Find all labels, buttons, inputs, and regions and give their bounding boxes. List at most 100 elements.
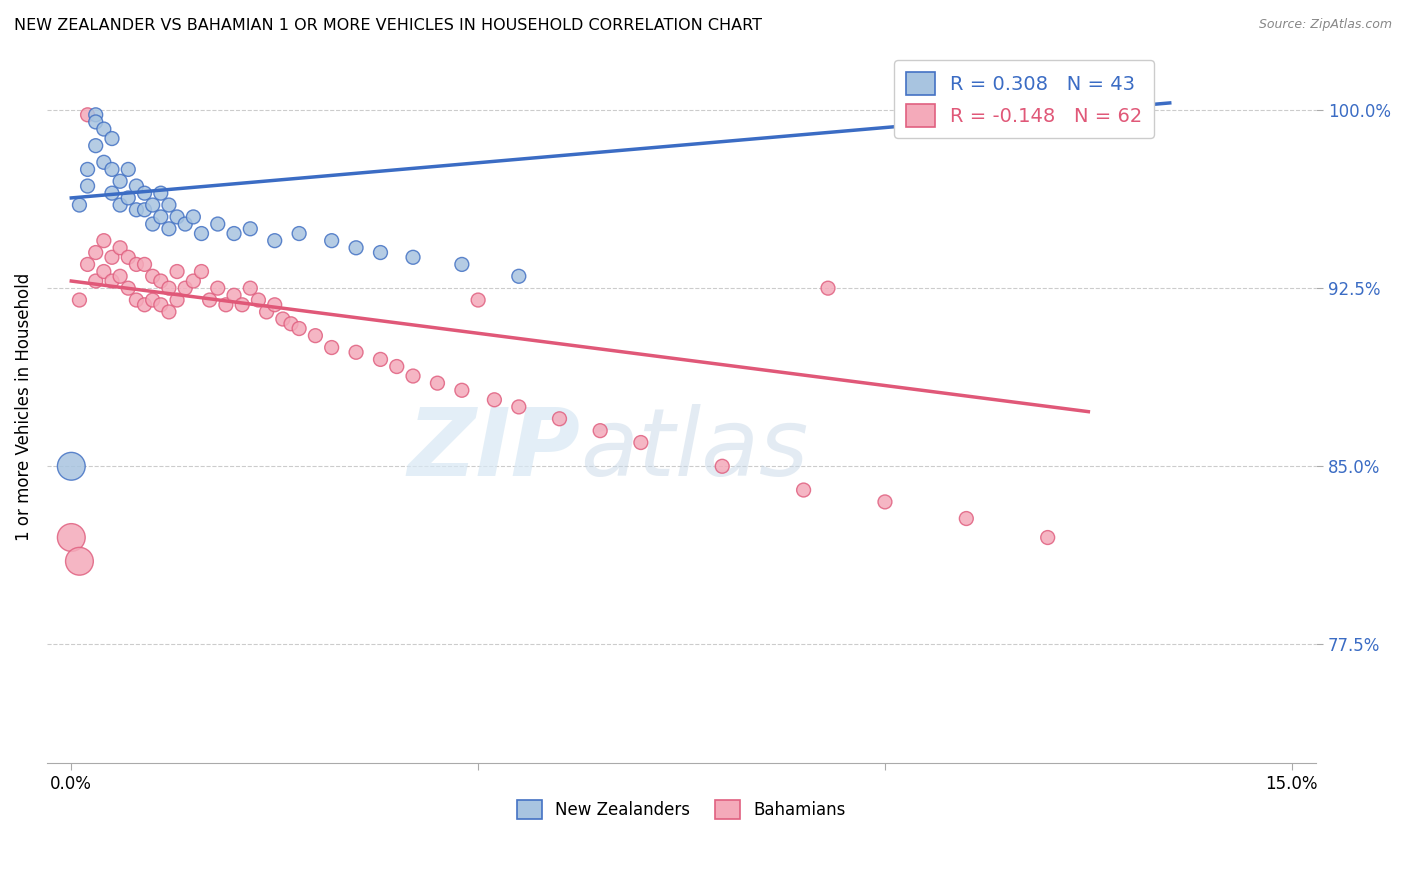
Point [108,174,131,188]
Point [84,115,107,129]
Point [157,281,180,295]
Point [207,281,229,295]
Point [174,281,197,295]
Point [67,198,90,212]
Point [174,217,197,231]
Point [1118,108,1140,122]
Point [134,257,156,271]
Point [711,459,734,474]
Point [125,293,148,307]
Point [467,293,489,307]
Text: atlas: atlas [581,404,808,495]
Point [166,264,188,278]
Point [101,274,124,288]
Point [142,293,165,307]
Point [271,312,294,326]
Point [93,264,115,278]
Point [76,257,98,271]
Point [402,250,425,264]
Point [222,288,245,302]
Point [183,210,205,224]
Point [60,531,83,545]
Point [370,245,392,260]
Point [288,227,311,241]
Point [321,341,343,355]
Y-axis label: 1 or more Vehicles in Household: 1 or more Vehicles in Household [15,273,32,541]
Point [450,257,472,271]
Point [149,210,172,224]
Point [288,321,311,335]
Point [117,191,139,205]
Point [247,293,270,307]
Point [101,131,124,145]
Point [117,162,139,177]
Point [873,495,896,509]
Point [344,241,367,255]
Point [304,328,326,343]
Point [231,298,253,312]
Text: NEW ZEALANDER VS BAHAMIAN 1 OR MORE VEHICLES IN HOUSEHOLD CORRELATION CHART: NEW ZEALANDER VS BAHAMIAN 1 OR MORE VEHI… [14,18,762,33]
Point [508,269,530,284]
Point [134,202,156,217]
Point [93,122,115,136]
Point [108,198,131,212]
Point [589,424,612,438]
Point [222,227,245,241]
Point [142,198,165,212]
Point [630,435,652,450]
Point [93,155,115,169]
Point [76,162,98,177]
Point [125,179,148,194]
Point [198,293,221,307]
Point [149,274,172,288]
Text: Source: ZipAtlas.com: Source: ZipAtlas.com [1258,18,1392,31]
Point [190,264,212,278]
Point [385,359,408,374]
Point [344,345,367,359]
Point [134,186,156,201]
Point [793,483,815,497]
Point [125,202,148,217]
Point [157,305,180,319]
Point [426,376,449,391]
Point [93,234,115,248]
Point [149,298,172,312]
Point [215,298,238,312]
Point [1036,531,1059,545]
Point [183,274,205,288]
Point [142,269,165,284]
Point [67,554,90,568]
Point [76,179,98,194]
Legend: New Zealanders, Bahamians: New Zealanders, Bahamians [510,794,852,826]
Point [84,108,107,122]
Point [207,217,229,231]
Point [955,511,977,525]
Point [101,250,124,264]
Point [548,411,571,425]
Point [134,298,156,312]
Point [402,369,425,384]
Point [263,234,285,248]
Point [484,392,506,407]
Point [125,257,148,271]
Point [60,459,83,474]
Point [76,108,98,122]
Point [117,250,139,264]
Point [508,400,530,414]
Point [84,138,107,153]
Point [157,198,180,212]
Point [108,269,131,284]
Point [149,186,172,201]
Point [166,210,188,224]
Point [239,221,262,235]
Text: ZIP: ZIP [408,404,581,496]
Point [142,217,165,231]
Point [239,281,262,295]
Point [84,274,107,288]
Point [280,317,302,331]
Point [101,186,124,201]
Point [256,305,278,319]
Point [190,227,212,241]
Point [370,352,392,367]
Point [166,293,188,307]
